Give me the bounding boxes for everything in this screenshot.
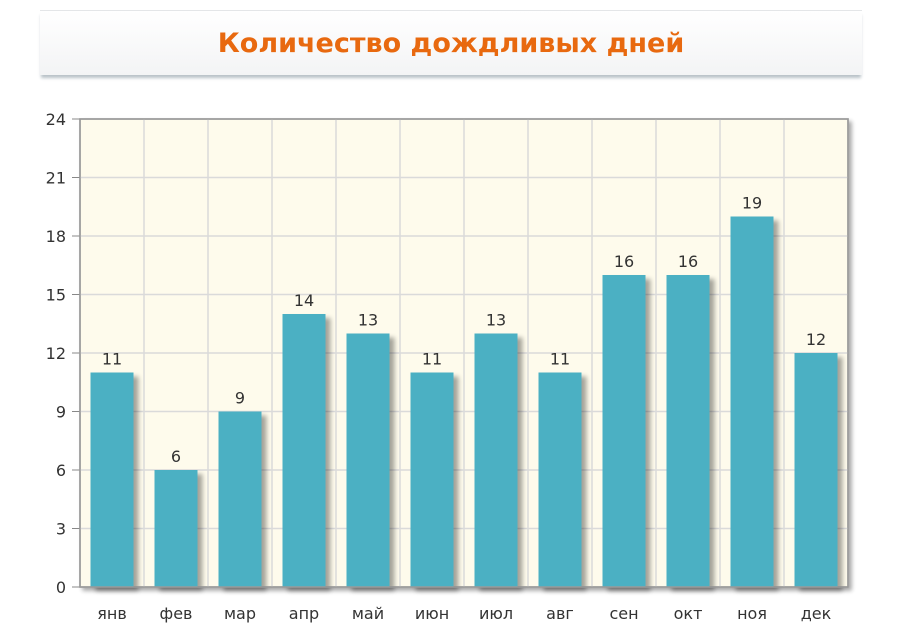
y-tick-label: 21 <box>46 169 66 188</box>
x-tick-label: июн <box>415 604 449 623</box>
x-tick-label: янв <box>97 604 127 623</box>
data-label: 11 <box>102 350 122 369</box>
data-label: 13 <box>358 311 378 330</box>
bar-апр <box>282 314 326 587</box>
data-label: 14 <box>294 291 314 310</box>
bar-авг <box>538 372 582 587</box>
bar-окт <box>666 275 710 587</box>
bar-фев <box>154 470 198 587</box>
y-tick-label: 18 <box>46 227 66 246</box>
y-tick-label: 15 <box>46 286 66 305</box>
bar-мар <box>218 411 262 587</box>
x-tick-label: ноя <box>737 604 767 623</box>
bar-дек <box>794 353 838 587</box>
chart-title: Количество дождливых дней <box>217 27 685 59</box>
data-label: 16 <box>614 252 634 271</box>
bar-сен <box>602 275 646 587</box>
y-tick-label: 3 <box>56 520 66 539</box>
x-tick-label: окт <box>674 604 703 623</box>
x-tick-label: фев <box>160 604 193 623</box>
x-tick-label: авг <box>546 604 574 623</box>
data-label: 11 <box>422 350 442 369</box>
x-tick-label: июл <box>479 604 513 623</box>
chart-title-bar: Количество дождливых дней <box>40 10 862 75</box>
y-tick-label: 9 <box>56 403 66 422</box>
bar-ноя <box>730 216 774 587</box>
y-tick-label: 0 <box>56 578 66 597</box>
bar-июл <box>474 333 518 587</box>
bar-июн <box>410 372 454 587</box>
x-tick-label: мар <box>224 604 256 623</box>
x-tick-label: дек <box>801 604 832 623</box>
x-tick-label: май <box>352 604 384 623</box>
data-label: 11 <box>550 350 570 369</box>
data-label: 16 <box>678 252 698 271</box>
x-tick-label: апр <box>289 604 319 623</box>
bar-май <box>346 333 390 587</box>
y-tick-label: 24 <box>46 110 66 129</box>
y-tick-label: 6 <box>56 461 66 480</box>
plot-frame <box>79 118 849 588</box>
data-label: 6 <box>171 447 181 466</box>
x-tick-label: сен <box>609 604 638 623</box>
y-tick-label: 12 <box>46 344 66 363</box>
bar-янв <box>90 372 134 587</box>
data-label: 13 <box>486 311 506 330</box>
data-label: 9 <box>235 389 245 408</box>
data-label: 12 <box>806 330 826 349</box>
data-label: 19 <box>742 194 762 213</box>
